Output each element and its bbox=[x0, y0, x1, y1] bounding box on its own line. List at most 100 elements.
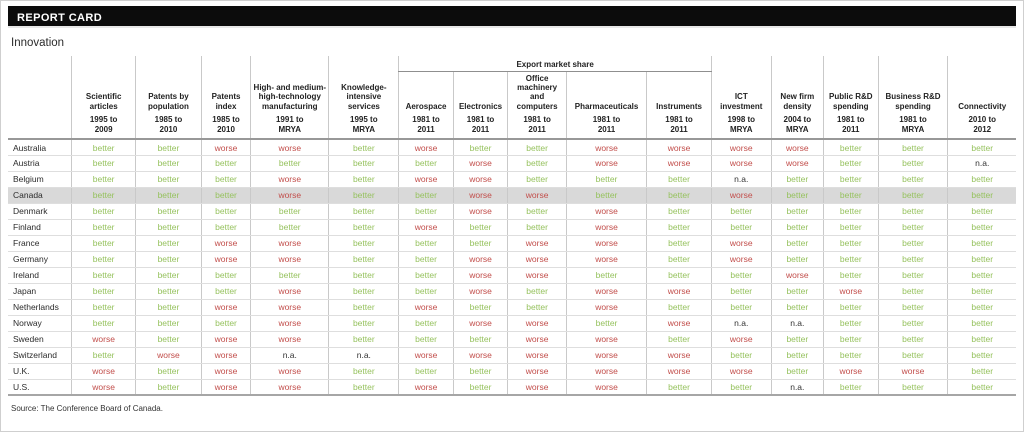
table-row: Sweden worse better worse worse better better b… bbox=[8, 331, 1016, 348]
innovation-report-table: Export market share Scientific articles Pa… bbox=[8, 56, 1016, 397]
cell-value: worse bbox=[565, 139, 647, 156]
cell-value: better bbox=[823, 219, 879, 236]
cell-value: better bbox=[710, 379, 772, 397]
cell-value: better bbox=[135, 203, 202, 220]
cell-value: better bbox=[947, 171, 1016, 188]
cell-value: better bbox=[646, 187, 712, 204]
header-corner bbox=[8, 71, 72, 114]
cell-value: worse bbox=[398, 219, 454, 236]
cell-value: better bbox=[135, 299, 202, 316]
cell-value: better bbox=[710, 283, 772, 300]
header-group-spacer bbox=[770, 56, 824, 71]
cell-value: better bbox=[200, 203, 251, 220]
header-corner bbox=[8, 56, 72, 71]
cell-value: better bbox=[507, 171, 567, 188]
cell-value: better bbox=[565, 267, 647, 284]
column-period-text: 1985 to 2010 bbox=[154, 115, 183, 134]
cell-value: better bbox=[947, 219, 1016, 236]
report-card-titlebar: REPORT CARD bbox=[8, 6, 1016, 28]
cell-value: better bbox=[770, 219, 824, 236]
cell-value: worse bbox=[250, 235, 329, 252]
cell-value: better bbox=[398, 155, 454, 172]
table-row: Germany better better worse worse better bette… bbox=[8, 251, 1016, 268]
table-row: Austria better better better better better bet… bbox=[8, 155, 1016, 172]
cell-value: n.a. bbox=[710, 171, 772, 188]
row-label-country: U.S. bbox=[8, 379, 72, 397]
cell-value: better bbox=[250, 155, 329, 172]
cell-value: better bbox=[135, 171, 202, 188]
table-row: Finland better better better better better wor… bbox=[8, 219, 1016, 236]
cell-value: better bbox=[135, 187, 202, 204]
cell-value: better bbox=[770, 347, 824, 364]
cell-value: better bbox=[135, 251, 202, 268]
cell-value: better bbox=[770, 283, 824, 300]
cell-value: worse bbox=[507, 251, 567, 268]
header-group-spacer bbox=[71, 56, 136, 71]
column-period-text: 1981 to 2011 bbox=[523, 115, 551, 134]
cell-value: better bbox=[328, 203, 399, 220]
cell-value: better bbox=[71, 235, 136, 252]
cell-value: better bbox=[770, 187, 824, 204]
cell-value: n.a. bbox=[770, 315, 824, 332]
cell-value: worse bbox=[646, 315, 712, 332]
cell-value: worse bbox=[452, 283, 508, 300]
cell-value: worse bbox=[250, 315, 329, 332]
cell-value: better bbox=[71, 299, 136, 316]
cell-value: better bbox=[452, 363, 508, 380]
table-row: U.S. worse better worse worse better worse bett… bbox=[8, 379, 1016, 397]
column-period: 1998 to MRYA bbox=[710, 114, 772, 141]
row-label-country: Japan bbox=[8, 283, 72, 300]
cell-value: worse bbox=[507, 187, 567, 204]
column-header: High- and medium-high-technology manufac… bbox=[250, 71, 329, 115]
header-period-row: 1995 to 2009 1985 to 2010 1985 to 2010 1991… bbox=[8, 114, 1016, 141]
cell-value: better bbox=[328, 331, 399, 348]
cell-value: better bbox=[328, 363, 399, 380]
cell-value: better bbox=[877, 155, 948, 172]
cell-value: better bbox=[770, 331, 824, 348]
cell-value: worse bbox=[565, 235, 647, 252]
cell-value: worse bbox=[452, 171, 508, 188]
cell-value: better bbox=[135, 155, 202, 172]
row-label-country: Finland bbox=[8, 219, 72, 236]
cell-value: better bbox=[646, 203, 712, 220]
cell-value: better bbox=[823, 331, 879, 348]
cell-value: better bbox=[646, 219, 712, 236]
row-label-country: France bbox=[8, 235, 72, 252]
cell-value: better bbox=[200, 171, 251, 188]
cell-value: better bbox=[135, 235, 202, 252]
cell-value: better bbox=[398, 283, 454, 300]
cell-value: worse bbox=[250, 251, 329, 268]
cell-value: worse bbox=[398, 347, 454, 364]
cell-value: worse bbox=[452, 315, 508, 332]
column-period: 1981 to MRYA bbox=[877, 114, 948, 141]
cell-value: worse bbox=[565, 283, 647, 300]
cell-value: better bbox=[877, 379, 948, 397]
row-label-country: Switzerland bbox=[8, 347, 72, 364]
table-row: Canada better better better worse better bette… bbox=[8, 187, 1016, 204]
cell-value: better bbox=[823, 139, 879, 156]
cell-value: better bbox=[877, 315, 948, 332]
column-header: Electronics bbox=[452, 71, 508, 115]
column-period: 1995 to MRYA bbox=[328, 114, 399, 141]
cell-value: worse bbox=[71, 331, 136, 348]
cell-value: worse bbox=[646, 347, 712, 364]
cell-value: worse bbox=[565, 379, 647, 397]
column-period: 1981 to 2011 bbox=[507, 114, 567, 141]
cell-value: better bbox=[71, 155, 136, 172]
cell-value: better bbox=[947, 283, 1016, 300]
cell-value: worse bbox=[565, 331, 647, 348]
cell-value: worse bbox=[565, 203, 647, 220]
cell-value: better bbox=[328, 283, 399, 300]
cell-value: better bbox=[770, 251, 824, 268]
cell-value: worse bbox=[250, 187, 329, 204]
cell-value: better bbox=[877, 347, 948, 364]
cell-value: worse bbox=[452, 251, 508, 268]
cell-value: n.a. bbox=[770, 379, 824, 397]
cell-value: better bbox=[328, 187, 399, 204]
cell-value: worse bbox=[565, 363, 647, 380]
cell-value: worse bbox=[877, 363, 948, 380]
cell-value: better bbox=[565, 315, 647, 332]
table-row: Australia better better worse worse better wor… bbox=[8, 139, 1016, 156]
cell-value: better bbox=[823, 347, 879, 364]
cell-value: n.a. bbox=[250, 347, 329, 364]
